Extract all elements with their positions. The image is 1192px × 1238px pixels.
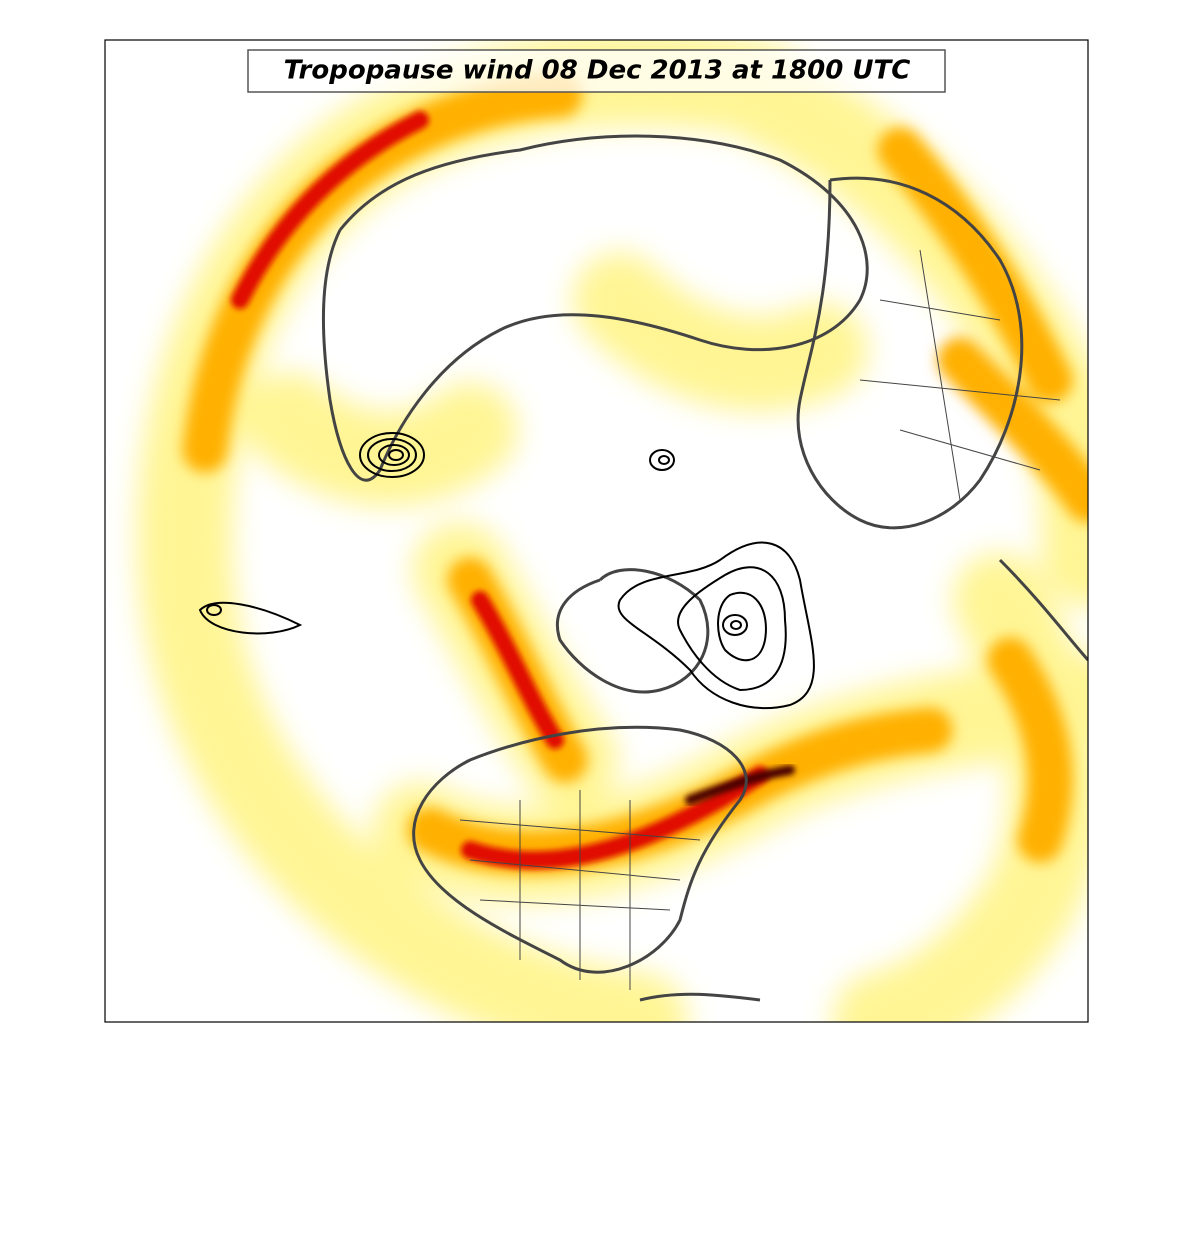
jet-field [137,40,1088,1022]
pressure-contours [198,432,815,710]
map-frame [104,39,1089,1023]
borders [459,249,1061,990]
map-title: Tropopause wind 08 Dec 2013 at 1800 UTC [284,56,911,86]
map [105,40,1088,1022]
title-box [247,49,946,93]
